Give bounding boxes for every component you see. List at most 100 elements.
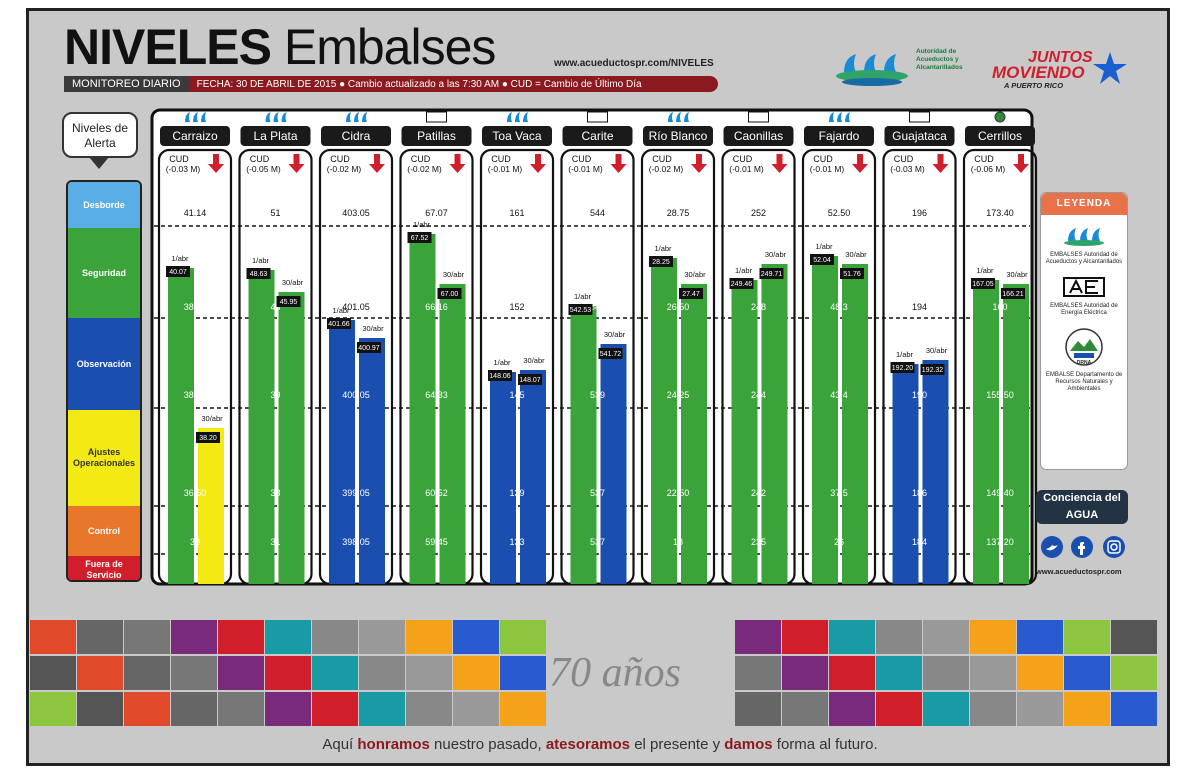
mosaic-tile <box>265 692 311 726</box>
jm-line3: A PUERTO RICO <box>1003 81 1063 90</box>
mosaic-tile <box>923 692 969 726</box>
zone-legend: Desborde Seguridad Observación Ajustes Oper… <box>66 180 142 582</box>
date-line: FECHA: 30 DE ABRIL DE 2015 ● Cambio actu… <box>196 79 642 90</box>
aaa-logo <box>832 44 912 93</box>
threshold-control: 137.20 <box>986 537 1014 547</box>
mosaic-tile <box>500 656 546 690</box>
tag-1abr <box>971 278 995 289</box>
threshold-desborde: 544 <box>590 208 605 218</box>
threshold-ajustes: 38 <box>270 488 280 498</box>
website-link[interactable]: www.acueductospr.com/NIVELES <box>554 58 714 69</box>
reservoir-tube <box>882 148 957 586</box>
tag-30abr <box>276 296 301 307</box>
zone-1: Seguridad <box>68 228 140 318</box>
date-label-30abr: 30/abr <box>362 324 384 333</box>
mosaic-tile <box>124 692 170 726</box>
threshold-ajustes: 60.52 <box>425 488 448 498</box>
drna-badge: DRNA <box>1077 360 1092 366</box>
down-arrow-icon <box>449 154 466 173</box>
reservoir-tab <box>965 126 1035 146</box>
reservoir-tube <box>721 148 796 586</box>
down-arrow-icon <box>852 154 868 173</box>
mosaic-tile <box>829 692 875 726</box>
threshold-observacion: 24.25 <box>667 390 690 400</box>
threshold-control: 31 <box>270 537 280 547</box>
tag-1abr <box>246 268 271 279</box>
bar-1abr <box>651 258 677 584</box>
value-1abr: 52.04 <box>813 257 831 264</box>
facebook-icon[interactable] <box>1071 536 1093 558</box>
down-arrow-icon <box>610 154 627 173</box>
mosaic-tile <box>77 692 123 726</box>
reservoir-name: Toa Vaca <box>492 129 541 143</box>
threshold-desborde: 196 <box>912 208 927 218</box>
mosaic-tile <box>359 692 405 726</box>
aaa-icon <box>507 112 528 122</box>
reservoir-tab <box>321 126 391 146</box>
value-30abr: 400.97 <box>358 345 380 352</box>
reservoir-tab <box>562 126 633 146</box>
mosaic-tile <box>500 620 546 654</box>
threshold-observacion: 43.4 <box>830 390 848 400</box>
conciencia-logo: Conciencia del AGUA <box>1036 490 1128 524</box>
threshold-observacion: 145 <box>509 390 524 400</box>
threshold-control: 537 <box>590 537 605 547</box>
threshold-ajustes: 399.05 <box>342 488 370 498</box>
cud-value: (-0.01 M) <box>729 164 764 174</box>
threshold-desborde: 28.75 <box>667 208 690 218</box>
mosaic-tile <box>1064 620 1110 654</box>
tag-30abr <box>437 288 462 299</box>
aaa-icon <box>829 112 850 122</box>
monitoreo-label: MONITOREO DIARIO <box>64 76 189 92</box>
date-label-30abr: 30/abr <box>443 270 465 279</box>
instagram-icon[interactable] <box>1103 536 1125 558</box>
tag-1abr <box>327 318 351 329</box>
legend-drna: EMBALSE Departamento de Recursos Natural… <box>1045 372 1123 392</box>
value-1abr: 401.66 <box>328 321 350 328</box>
mosaic-tile <box>406 620 452 654</box>
date-label-1abr: 1/abr <box>332 306 350 315</box>
threshold-desborde: 173.40 <box>986 208 1014 218</box>
value-1abr: 148.06 <box>489 373 511 380</box>
threshold-seguridad: 542 <box>590 302 605 312</box>
legend-title: LEYENDA <box>1041 193 1127 215</box>
reservoir-name: Cidra <box>342 129 371 143</box>
tag-1abr <box>729 278 754 289</box>
mosaic-tile <box>124 620 170 654</box>
down-arrow-icon <box>691 154 707 173</box>
mosaic-tile <box>359 620 405 654</box>
mosaic-tile <box>218 656 264 690</box>
tag-1abr <box>407 232 432 243</box>
reservoir-tube <box>479 148 555 586</box>
value-30abr: 45.95 <box>280 299 298 306</box>
bar-1abr <box>731 280 758 584</box>
bar-30abr <box>922 360 949 584</box>
threshold-control: 184 <box>912 537 927 547</box>
threshold-desborde: 51 <box>270 208 280 218</box>
mosaic-tile <box>1111 656 1157 690</box>
threshold-seguridad: 401.05 <box>342 302 370 312</box>
reservoir-name: Patillas <box>417 129 456 143</box>
threshold-seguridad: 48.3 <box>830 302 848 312</box>
twitter-icon[interactable] <box>1041 536 1063 558</box>
cud-value: (-0.02 M) <box>649 164 684 174</box>
cud-label: CUD <box>411 154 431 164</box>
cud-label: CUD <box>169 154 189 164</box>
mosaic-tile <box>782 692 828 726</box>
threshold-control: 133 <box>509 537 524 547</box>
reservoir-name: Guajataca <box>892 129 947 143</box>
value-30abr: 51.76 <box>843 271 861 278</box>
cud-value: (-0.05 M) <box>246 164 281 174</box>
down-arrow-icon <box>1013 154 1029 173</box>
value-1abr: 48.63 <box>250 271 268 278</box>
aee-icon <box>426 111 447 123</box>
bar-1abr <box>892 364 919 584</box>
threshold-observacion: 244 <box>751 390 766 400</box>
bar-30abr <box>842 264 868 584</box>
page-title: NIVELES Embalses <box>64 19 496 75</box>
mosaic-tile <box>1064 656 1110 690</box>
aaa-name: Autoridad de Acueductos y Alcantarillado… <box>916 48 963 71</box>
website-footer[interactable]: www.acueductospr.com <box>1036 567 1122 576</box>
reservoir-name: Río Blanco <box>649 129 708 143</box>
bar-1abr <box>168 268 194 584</box>
